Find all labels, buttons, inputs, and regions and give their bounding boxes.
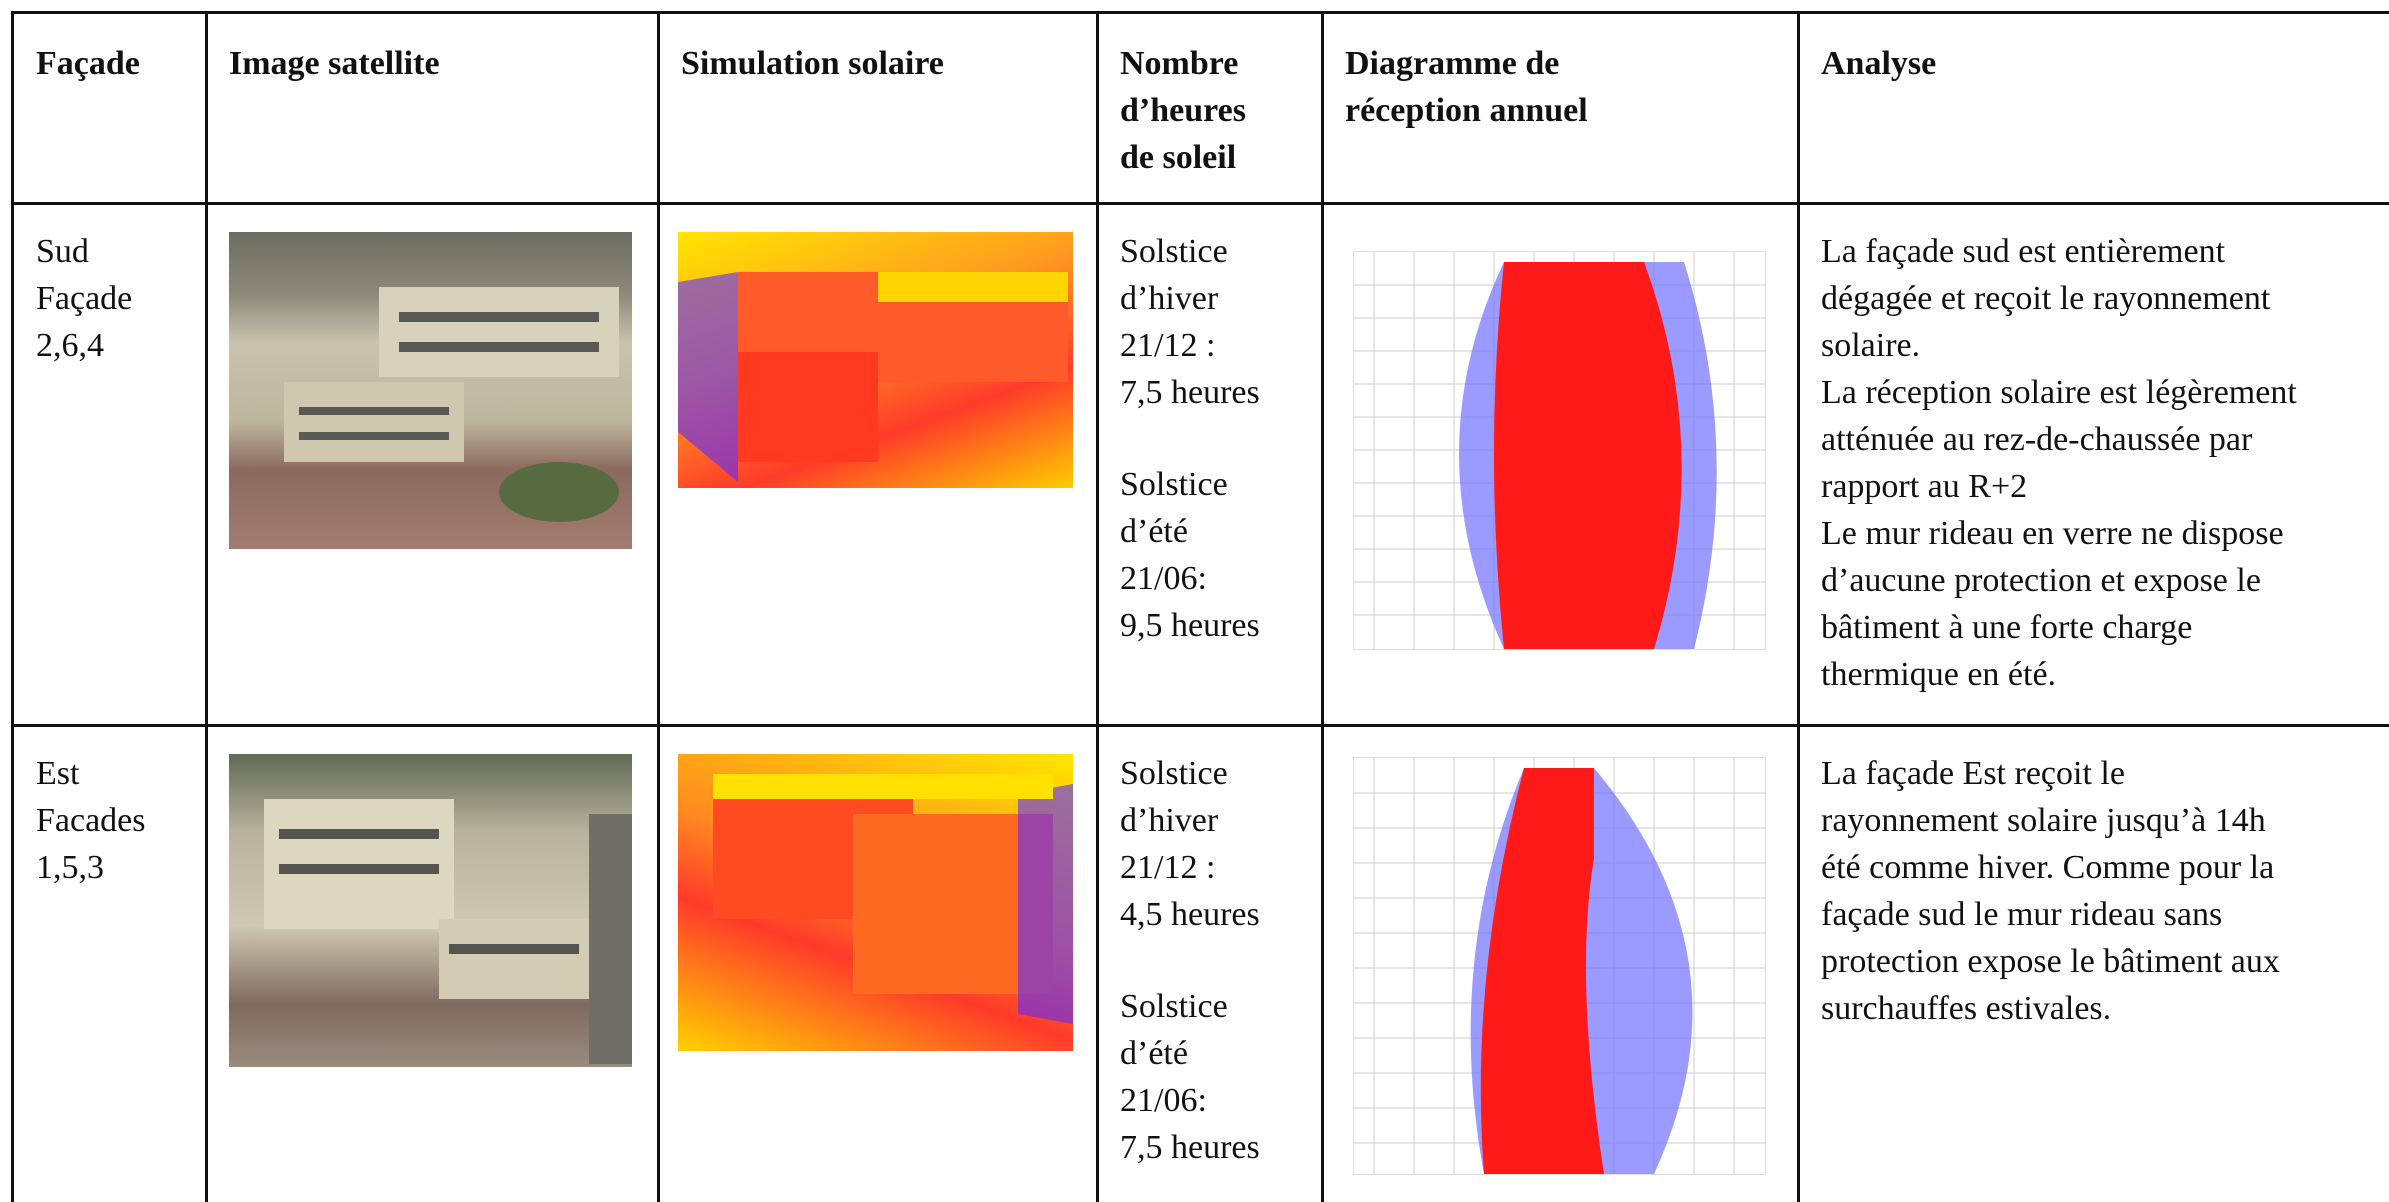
text-line: Facades: [36, 797, 146, 844]
satellite-image: [229, 754, 632, 1067]
column-divider: [1096, 11, 1099, 1202]
text-line: d’aucune protection et expose le: [1821, 557, 2297, 604]
header-satellite: Image satellite: [229, 40, 440, 87]
text-line: réception annuel: [1345, 87, 1588, 134]
row-divider: [12, 724, 2389, 727]
header-facade: Façade: [36, 40, 140, 87]
text-line: La façade sud est entièrement: [1821, 228, 2297, 275]
table-border: [11, 11, 14, 1202]
text-line: d’été: [1120, 1030, 1260, 1077]
satellite-illustration: [229, 232, 632, 549]
column-divider: [657, 11, 660, 1202]
text-line: d’hiver: [1120, 797, 1260, 844]
text-line: 9,5 heures: [1120, 602, 1260, 649]
header-analysis: Analyse: [1821, 40, 1936, 87]
text-line: d’été: [1120, 508, 1260, 555]
table-border: [12, 11, 2389, 14]
annual-diagram: [1353, 251, 1766, 650]
text-line: thermique en été.: [1821, 651, 2297, 698]
text-line: Sud: [36, 228, 132, 275]
text-line: Le mur rideau en verre ne dispose: [1821, 510, 2297, 557]
page: {"table":{ "header":[["Façade"],["Image …: [0, 0, 2389, 1202]
text-line: Façade: [36, 275, 132, 322]
text-line: Solstice: [1120, 228, 1260, 275]
text-line: Diagramme de: [1345, 40, 1588, 87]
text-line: été comme hiver. Comme pour la: [1821, 844, 2280, 891]
row-divider: [12, 202, 2389, 205]
satellite-image: [229, 232, 632, 549]
solar-simulation: [678, 232, 1073, 488]
column-divider: [1797, 11, 1800, 1202]
text-line: de soleil: [1120, 134, 1246, 181]
text-line: La façade Est reçoit le: [1821, 750, 2280, 797]
text-line: 21/12 :: [1120, 844, 1260, 891]
simulation-illustration: [678, 232, 1073, 488]
text-line: 21/06:: [1120, 555, 1260, 602]
diagram-illustration: [1354, 252, 1765, 649]
text-line: 21/06:: [1120, 1077, 1260, 1124]
text-line: rayonnement solaire jusqu’à 14h: [1821, 797, 2280, 844]
text-line: 2,6,4: [36, 322, 132, 369]
annual-diagram: [1353, 757, 1766, 1175]
text-line: surchauffes estivales.: [1821, 985, 2280, 1032]
text-line: rapport au R+2: [1821, 463, 2297, 510]
text-line: 4,5 heures: [1120, 891, 1260, 938]
text-line: 21/12 :: [1120, 322, 1260, 369]
column-divider: [1321, 11, 1324, 1202]
simulation-illustration: [678, 754, 1073, 1051]
text-line: d’heures: [1120, 87, 1246, 134]
text-line: Nombre: [1120, 40, 1246, 87]
text-line: Solstice: [1120, 461, 1260, 508]
text-line: Façade: [36, 40, 140, 87]
text-line: dégagée et reçoit le rayonnement: [1821, 275, 2297, 322]
solar-simulation: [678, 754, 1073, 1051]
satellite-illustration: [229, 754, 632, 1067]
diagram-illustration: [1354, 758, 1765, 1174]
text-line: Est: [36, 750, 146, 797]
text-line: Solstice: [1120, 983, 1260, 1030]
header-simulation: Simulation solaire: [681, 40, 944, 87]
text-line: protection expose le bâtiment aux: [1821, 938, 2280, 985]
text-line: 7,5 heures: [1120, 1124, 1260, 1171]
text-line: bâtiment à une forte charge: [1821, 604, 2297, 651]
text-line: La réception solaire est légèrement: [1821, 369, 2297, 416]
text-line: 1,5,3: [36, 844, 146, 891]
text-line: atténuée au rez-de-chaussée par: [1821, 416, 2297, 463]
text-line: 7,5 heures: [1120, 369, 1260, 416]
text-line: Simulation solaire: [681, 40, 944, 87]
text-line: Image satellite: [229, 40, 440, 87]
column-divider: [205, 11, 208, 1202]
text-line: d’hiver: [1120, 275, 1260, 322]
text-line: Solstice: [1120, 750, 1260, 797]
text-line: façade sud le mur rideau sans: [1821, 891, 2280, 938]
text-line: Analyse: [1821, 40, 1936, 87]
text-line: solaire.: [1821, 322, 2297, 369]
